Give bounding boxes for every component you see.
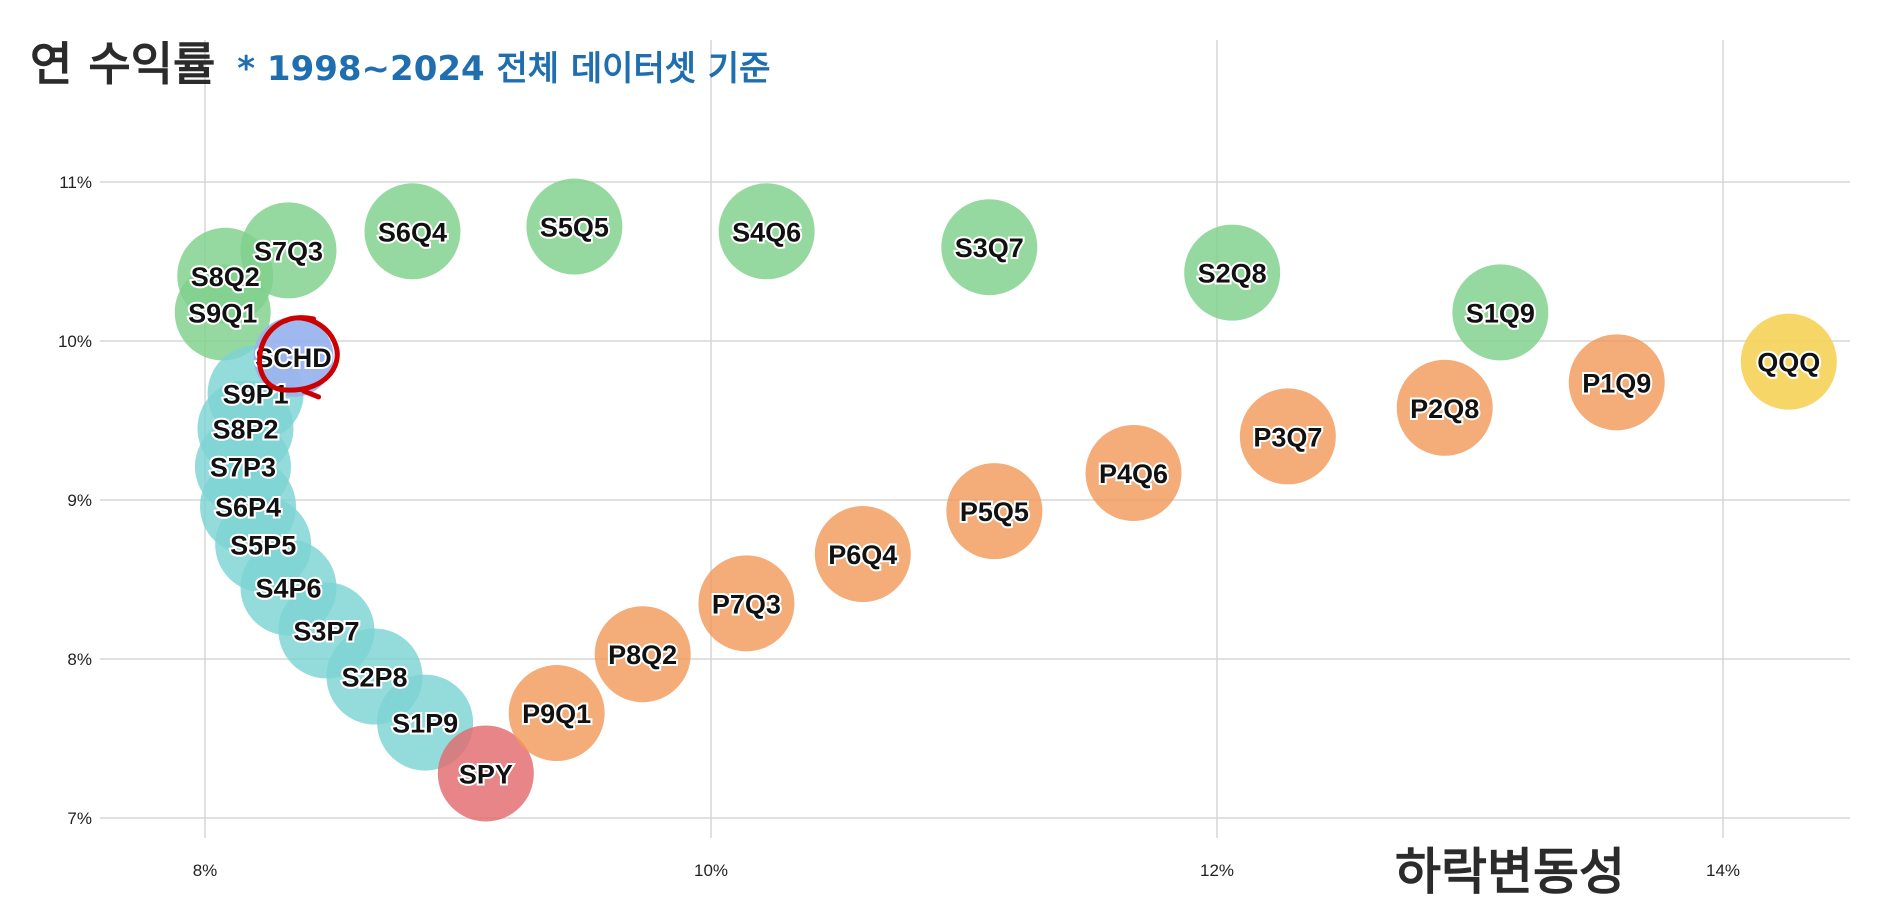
label-s4q6: S4Q6 xyxy=(732,217,801,247)
label-p4q6: P4Q6 xyxy=(1099,459,1168,489)
label-spy: SPY xyxy=(459,759,513,789)
label-s8q2: S8Q2 xyxy=(191,262,260,292)
label-s7q3: S7Q3 xyxy=(254,236,323,266)
y-tick-label: 11% xyxy=(59,173,92,192)
x-tick-label: 8% xyxy=(193,861,218,880)
point-s4q6 xyxy=(718,183,815,280)
hand-drawn-circle-schd xyxy=(257,315,340,400)
x-axis-ticks: 8% 10% 12% 14% xyxy=(193,861,1740,880)
label-schd: SCHD xyxy=(255,343,332,373)
label-s5q5: S5Q5 xyxy=(540,213,609,243)
label-s2q8: S2Q8 xyxy=(1198,259,1267,289)
data-points xyxy=(174,178,1837,822)
label-s1p9: S1P9 xyxy=(392,709,458,739)
label-p3q7: P3Q7 xyxy=(1253,422,1322,452)
label-s4p6: S4P6 xyxy=(255,573,321,603)
point-p4q6 xyxy=(1085,424,1182,521)
label-p8q2: P8Q2 xyxy=(608,640,677,670)
label-p9q1: P9Q1 xyxy=(522,699,591,729)
label-s3q7: S3Q7 xyxy=(955,233,1024,263)
point-p7q3 xyxy=(698,555,795,652)
x-tick-label: 12% xyxy=(1200,861,1234,880)
point-s7q3 xyxy=(240,202,337,299)
point-s6q4 xyxy=(364,183,461,280)
label-p5q5: P5Q5 xyxy=(960,497,1029,527)
point-p3q7 xyxy=(1239,388,1336,485)
point-p8q2 xyxy=(594,606,691,703)
label-s2p8: S2P8 xyxy=(341,662,407,692)
y-tick-label: 7% xyxy=(67,809,92,828)
y-tick-label: 8% xyxy=(67,650,92,669)
point-s3q7 xyxy=(941,199,1038,296)
label-s1q9: S1Q9 xyxy=(1466,298,1535,328)
label-s6p4: S6P4 xyxy=(215,492,281,522)
point-p2q8 xyxy=(1396,359,1493,456)
point-p5q5 xyxy=(946,463,1043,560)
point-s5q5 xyxy=(526,178,623,275)
point-p1q9 xyxy=(1568,334,1665,431)
label-s5p5: S5P5 xyxy=(230,531,296,561)
label-s9p1: S9P1 xyxy=(223,379,289,409)
point-schd xyxy=(253,316,334,397)
chart-title-block: 연 수익률 * 1998~2024 전체 데이터셋 기준 xyxy=(30,28,770,94)
point-spy xyxy=(437,725,534,822)
label-s8p2: S8P2 xyxy=(212,414,278,444)
label-qqq: QQQ xyxy=(1757,348,1820,378)
x-tick-label: 10% xyxy=(694,861,728,880)
point-s1q9 xyxy=(1452,264,1549,361)
label-s6q4: S6Q4 xyxy=(378,217,447,247)
chart-title: 연 수익률 xyxy=(30,37,216,91)
label-p7q3: P7Q3 xyxy=(712,589,781,619)
label-s9q1: S9Q1 xyxy=(188,298,257,328)
point-qqq xyxy=(1740,313,1837,410)
point-p9q1 xyxy=(508,665,605,762)
label-p6q4: P6Q4 xyxy=(828,540,897,570)
point-p6q4 xyxy=(814,506,911,603)
chart-subtitle: * 1998~2024 전체 데이터셋 기준 xyxy=(237,49,771,89)
y-axis-ticks: 7% 8% 9% 10% 11% xyxy=(58,173,92,828)
label-s7p3: S7P3 xyxy=(210,453,276,483)
annotation-layer xyxy=(257,315,340,400)
x-tick-label: 14% xyxy=(1706,861,1740,880)
x-axis-title: 하락변동성 xyxy=(1395,843,1625,901)
label-p2q8: P2Q8 xyxy=(1410,394,1479,424)
y-tick-label: 10% xyxy=(58,332,92,351)
point-s2q8 xyxy=(1184,224,1281,321)
y-tick-label: 9% xyxy=(67,491,92,510)
label-s3p7: S3P7 xyxy=(293,616,359,646)
label-p1q9: P1Q9 xyxy=(1582,368,1651,398)
